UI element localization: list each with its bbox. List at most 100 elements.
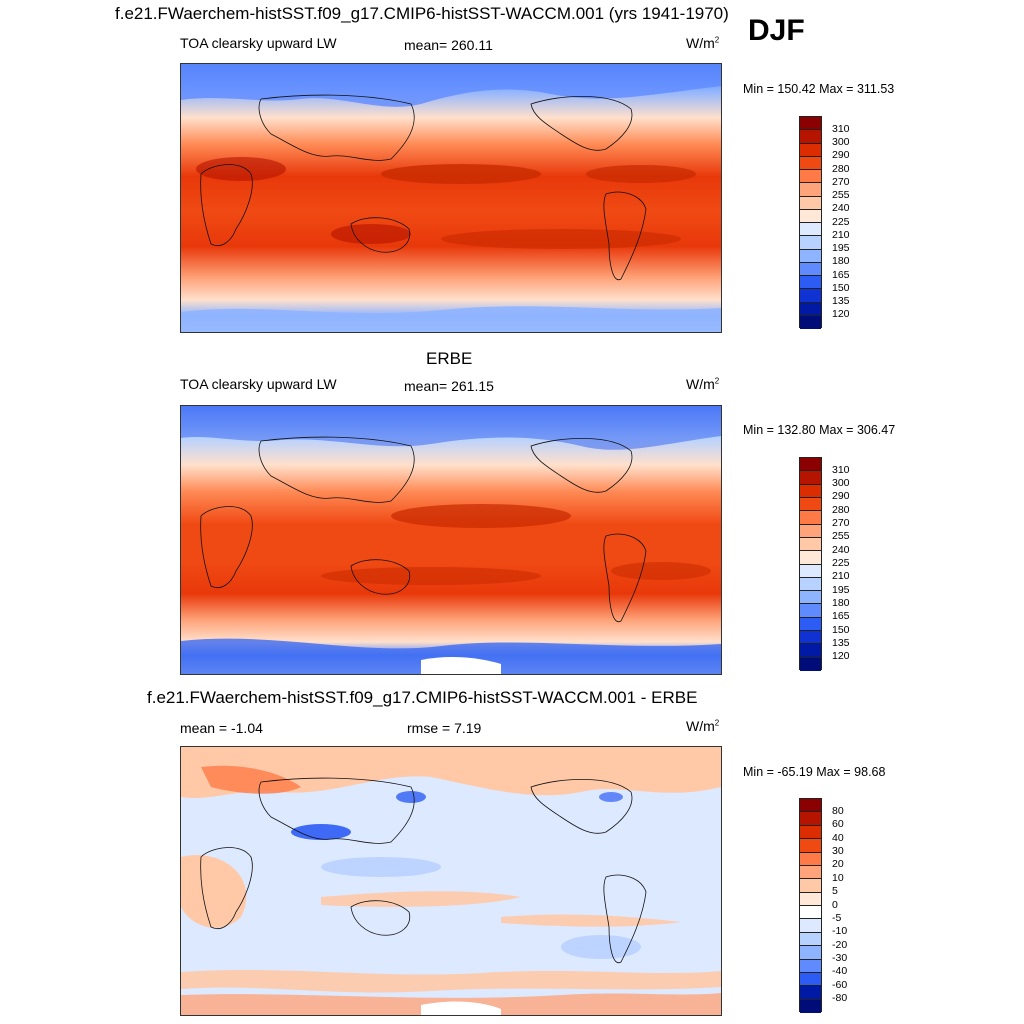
colorbar-tick-label: 225 (832, 215, 850, 228)
colorbar-swatch (800, 289, 821, 303)
field-feature (321, 567, 541, 585)
colorbar-obs (799, 457, 822, 671)
colorbar-tick-label: 20 (832, 858, 844, 871)
colorbar-tick-label: 120 (832, 308, 850, 321)
colorbar-tick-label: 195 (832, 583, 850, 596)
panel-variable-label: TOA clearsky upward LW (180, 35, 337, 51)
season-label: DJF (748, 14, 805, 47)
colorbar-swatch (800, 812, 821, 826)
colorbar-tick-label: 60 (832, 818, 844, 831)
colorbar-tick-label: 5 (832, 885, 838, 898)
colorbar-swatch (800, 511, 821, 525)
colorbar-swatch (800, 458, 821, 472)
field-feature (201, 765, 301, 794)
colorbar-tick-label: 210 (832, 228, 850, 241)
colorbar-swatch (800, 999, 821, 1013)
colorbar-swatch (800, 879, 821, 893)
colorbar-swatch (800, 130, 821, 144)
colorbar-swatch (800, 617, 821, 632)
colorbar-swatch (800, 604, 821, 618)
field-feature (291, 824, 351, 840)
colorbar-swatch (800, 564, 821, 578)
colorbar-tick-label: 150 (832, 623, 850, 636)
colorbar-tick-label: 80 (832, 804, 844, 817)
panel-minmax-label: Min = 132.80 Max = 306.47 (743, 423, 896, 437)
field-feature (599, 792, 623, 802)
colorbar-tick-label: 255 (832, 530, 850, 543)
field-background (181, 64, 721, 332)
field-feature (381, 164, 541, 184)
panel-minmax-label: Min = -65.19 Max = 98.68 (743, 765, 886, 779)
colorbar-tick-label: 210 (832, 570, 850, 583)
colorbar-tick-label: 310 (832, 122, 850, 135)
coastlines (200, 436, 647, 623)
colorbar-tick-label: 240 (832, 543, 850, 556)
colorbar-swatch (800, 537, 821, 552)
field-feature (611, 562, 711, 580)
colorbar-swatch (800, 959, 821, 973)
coastlines (200, 777, 647, 964)
colorbar-tick-label: 300 (832, 136, 850, 148)
field-feature (196, 157, 286, 181)
colorbar-tick-label: -40 (832, 965, 848, 978)
field-feature (586, 165, 696, 183)
colorbar-tick-label: 135 (832, 636, 850, 649)
map-obs (180, 405, 722, 675)
colorbar-tick-label: 270 (832, 517, 850, 530)
colorbar-swatch (800, 143, 821, 157)
panel-obs-title: ERBE (426, 349, 473, 368)
panel-variable-label: TOA clearsky upward LW (180, 376, 337, 392)
colorbar-swatch (800, 631, 821, 645)
colorbar-swatch (800, 986, 821, 1000)
colorbar-tick-label: 280 (832, 162, 850, 175)
panel-mean-label: mean= 260.11 (404, 37, 493, 53)
map-model (180, 63, 722, 333)
colorbar-swatch (800, 223, 821, 237)
field-feature (396, 791, 426, 803)
colorbar-tick-label: 120 (832, 650, 850, 663)
colorbar-tick-label: 0 (832, 898, 838, 911)
colorbar-swatch (800, 484, 821, 498)
colorbar-tick-label: -30 (832, 952, 848, 964)
field-feature (561, 935, 641, 959)
colorbar-tick-label: 290 (832, 490, 850, 503)
colorbar-swatch (800, 302, 821, 316)
panel-units-label: W/m2 (686, 718, 720, 734)
colorbar-swatch (800, 262, 821, 276)
field-feature (441, 229, 681, 249)
colorbar-tick-label: 180 (832, 255, 850, 268)
colorbar-diff (799, 798, 822, 1013)
colorbar-tick-label: 225 (832, 557, 850, 569)
field-feature (181, 747, 721, 799)
colorbar-swatch (800, 946, 821, 960)
colorbar-swatch (800, 315, 821, 329)
field-feature (391, 504, 571, 528)
colorbar-swatch (800, 657, 821, 671)
field-feature (181, 855, 247, 928)
colorbar-swatch (800, 497, 821, 512)
field-feature (421, 657, 501, 674)
panel-mean-label: mean= 261.15 (404, 378, 494, 394)
colorbar-swatch (800, 799, 821, 813)
panel-minmax-label: Min = 150.42 Max = 311.53 (743, 82, 895, 96)
colorbar-swatch (800, 196, 821, 210)
colorbar-swatch (800, 209, 821, 223)
colorbar-tick-label: 255 (832, 189, 850, 201)
colorbar-tick-label: 135 (832, 295, 850, 307)
colorbar-swatch (800, 524, 821, 538)
colorbar-tick-label: 195 (832, 242, 850, 254)
colorbar-swatch (800, 865, 821, 880)
colorbar-swatch (800, 906, 821, 920)
figure-title: f.e21.FWaerchem-histSST.f09_g17.CMIP6-hi… (115, 4, 729, 23)
colorbar-tick-label: -10 (832, 925, 848, 938)
field-feature (321, 857, 441, 877)
panel-units-label: W/m2 (686, 35, 720, 51)
colorbar-tick-label: -20 (832, 938, 848, 951)
colorbar-tick-label: 30 (832, 845, 844, 857)
field-feature (331, 224, 411, 244)
field-feature (181, 638, 721, 674)
colorbar-swatch (800, 577, 821, 592)
coastlines (200, 94, 647, 281)
colorbar-swatch (800, 156, 821, 170)
colorbar-model (799, 116, 822, 329)
